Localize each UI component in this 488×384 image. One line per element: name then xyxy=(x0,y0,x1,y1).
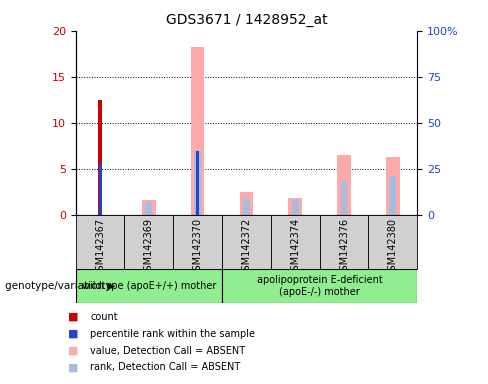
Text: GSM142370: GSM142370 xyxy=(193,218,203,277)
Text: percentile rank within the sample: percentile rank within the sample xyxy=(90,329,255,339)
Bar xyxy=(222,269,417,303)
Bar xyxy=(288,197,302,215)
Text: GSM142380: GSM142380 xyxy=(388,218,398,277)
Bar xyxy=(271,215,320,269)
Text: wildtype (apoE+/+) mother: wildtype (apoE+/+) mother xyxy=(81,281,216,291)
Text: genotype/variation ▶: genotype/variation ▶ xyxy=(5,281,115,291)
Text: GSM142374: GSM142374 xyxy=(290,218,300,277)
Text: value, Detection Call = ABSENT: value, Detection Call = ABSENT xyxy=(90,346,245,356)
Title: GDS3671 / 1428952_at: GDS3671 / 1428952_at xyxy=(165,13,327,27)
Text: GSM142376: GSM142376 xyxy=(339,218,349,277)
Bar xyxy=(98,100,102,215)
Text: apolipoprotein E-deficient
(apoE-/-) mother: apolipoprotein E-deficient (apoE-/-) mot… xyxy=(257,275,383,297)
Bar xyxy=(341,181,347,215)
Text: ■: ■ xyxy=(68,312,79,322)
Text: GSM142367: GSM142367 xyxy=(95,218,105,277)
Text: count: count xyxy=(90,312,118,322)
Bar xyxy=(194,151,201,215)
Bar xyxy=(99,162,102,215)
Bar xyxy=(386,157,400,215)
Text: GSM142369: GSM142369 xyxy=(144,218,154,277)
Bar xyxy=(145,202,152,215)
Bar xyxy=(368,215,417,269)
Text: rank, Detection Call = ABSENT: rank, Detection Call = ABSENT xyxy=(90,362,241,372)
Bar xyxy=(389,176,396,215)
Bar xyxy=(76,269,222,303)
Text: ■: ■ xyxy=(68,346,79,356)
Bar xyxy=(173,215,222,269)
Bar xyxy=(337,155,351,215)
Bar xyxy=(142,200,156,215)
Bar xyxy=(292,199,299,215)
Text: ■: ■ xyxy=(68,329,79,339)
Bar xyxy=(124,215,173,269)
Bar xyxy=(320,215,368,269)
Bar xyxy=(191,47,204,215)
Bar xyxy=(196,151,199,215)
Bar xyxy=(240,192,253,215)
Text: GSM142372: GSM142372 xyxy=(242,218,251,277)
Bar xyxy=(243,199,250,215)
Bar xyxy=(76,215,124,269)
Bar xyxy=(222,215,271,269)
Text: ■: ■ xyxy=(68,362,79,372)
